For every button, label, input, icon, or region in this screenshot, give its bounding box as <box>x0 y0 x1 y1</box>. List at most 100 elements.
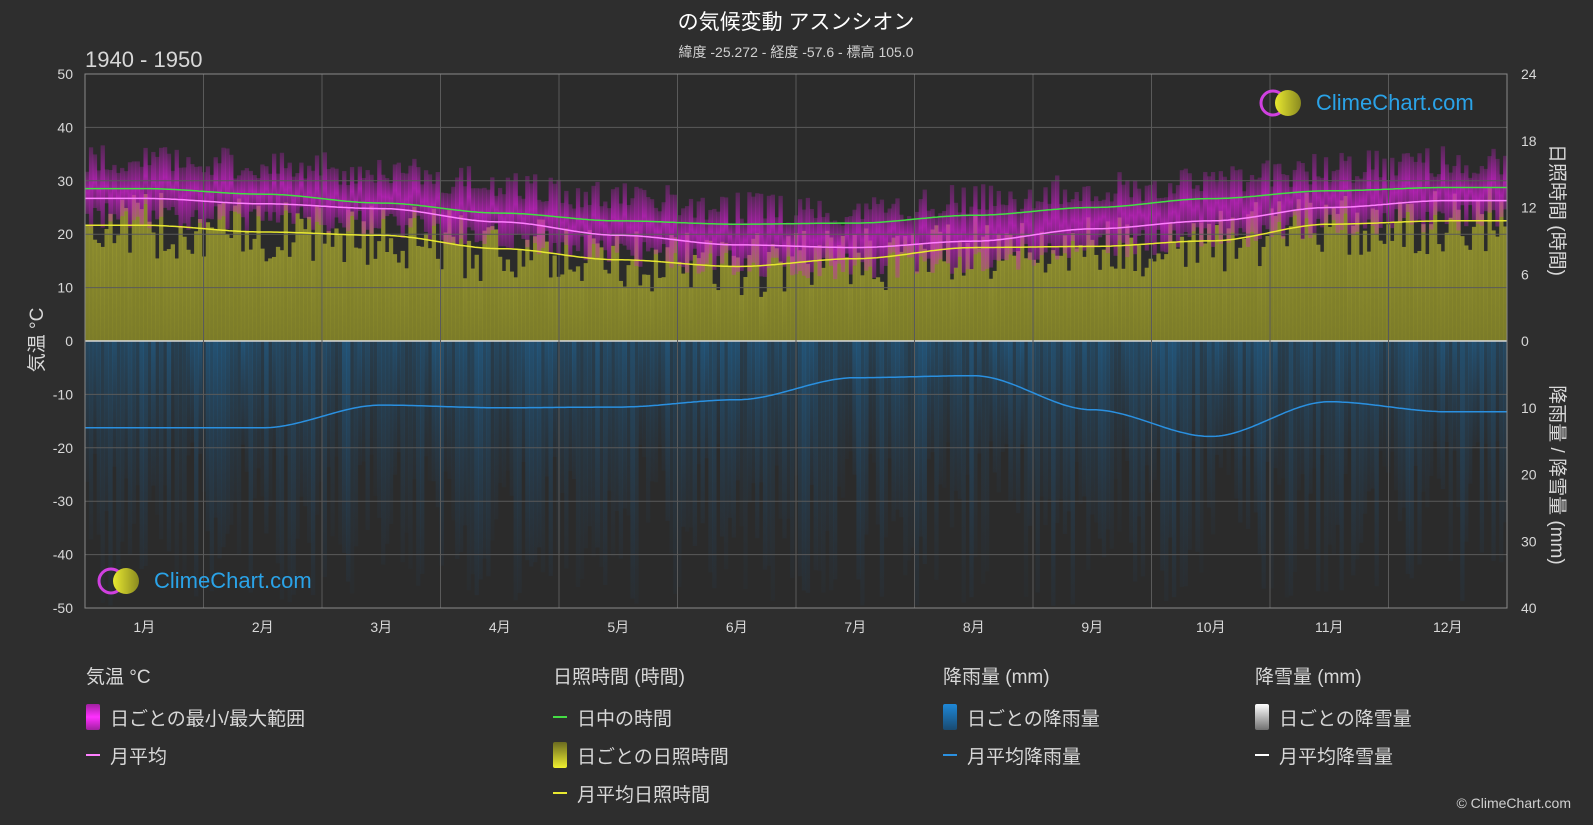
rain-day-bar <box>225 341 230 534</box>
sunshine-day-bar <box>1058 255 1064 341</box>
temp-day-bar <box>88 147 94 227</box>
temp-day-bar <box>1160 197 1165 252</box>
sunshine-day-bar <box>622 286 627 341</box>
temp-day-bar <box>260 164 265 221</box>
temp-day-bar <box>969 206 974 270</box>
temp-day-bar <box>731 223 737 275</box>
rain-day-bar <box>910 341 916 548</box>
sunshine-day-bar <box>1230 217 1235 341</box>
temp-day-bar <box>1444 164 1449 225</box>
sunshine-day-bar <box>1378 240 1383 341</box>
temp-day-bar <box>1097 200 1103 238</box>
sunshine-day-bar <box>879 281 885 341</box>
temp-day-bar <box>977 209 982 253</box>
rain-day-bar <box>494 341 499 520</box>
rain-day-bar <box>85 341 90 482</box>
sunshine-day-bar <box>1164 254 1169 341</box>
temp-day-bar <box>1296 161 1301 228</box>
rain-day-bar <box>1023 341 1029 597</box>
sunshine-day-bar <box>381 209 386 341</box>
temp-day-bar <box>470 188 475 231</box>
sunshine-day-bar <box>1199 222 1204 341</box>
sunshine-day-bar <box>1284 246 1290 341</box>
rain-day-bar <box>377 341 382 518</box>
sunshine-day-bar <box>914 271 920 341</box>
sunshine-day-bar <box>334 228 339 341</box>
sunshine-day-bar <box>384 252 390 341</box>
rain-day-bar <box>1487 341 1492 501</box>
rain-day-bar <box>848 341 853 452</box>
temp-day-bar <box>1495 158 1500 227</box>
temp-day-bar <box>521 198 526 239</box>
temp-day-bar <box>1195 185 1200 228</box>
rain-day-bar <box>735 341 740 481</box>
rain-day-bar <box>1304 341 1309 550</box>
temp-day-bar <box>166 153 172 211</box>
temp-day-bar <box>1327 181 1333 215</box>
rain-day-bar <box>194 341 199 597</box>
rain-day-bar <box>926 341 931 460</box>
temp-day-bar <box>1008 191 1013 255</box>
rain-day-bar <box>1319 341 1325 456</box>
temp-day-bar <box>1312 153 1317 234</box>
rain-day-bar <box>470 341 475 575</box>
rain-day-bar <box>1495 341 1500 442</box>
y-right-bottom-tick-label: 20 <box>1521 467 1537 483</box>
legend-item: 月平均日照時間 <box>553 774 729 812</box>
temp-day-bar <box>1440 146 1446 214</box>
rain-day-bar <box>1218 341 1223 468</box>
rain-day-bar <box>544 341 550 477</box>
sunshine-day-bar <box>560 274 565 341</box>
rain-day-bar <box>1362 341 1368 514</box>
rain-day-bar <box>1253 341 1259 513</box>
sunshine-day-bar <box>388 238 394 341</box>
sunshine-day-bar <box>466 240 472 341</box>
sunshine-day-bar <box>1226 228 1231 341</box>
rain-day-bar <box>349 341 355 594</box>
x-tick-label: 2月 <box>252 619 274 635</box>
sunshine-day-bar <box>708 240 713 341</box>
rain-day-bar <box>1421 341 1426 492</box>
sunshine-day-bar <box>716 290 721 341</box>
temp-day-bar <box>704 219 709 264</box>
temp-day-bar <box>805 197 811 279</box>
rain-day-bar <box>256 341 261 469</box>
temp-day-bar <box>100 145 105 228</box>
rain-day-bar <box>864 341 869 535</box>
rain-day-bar <box>1432 341 1438 442</box>
temp-day-bar <box>1051 181 1056 254</box>
legend-item: 日ごとの降雪量 <box>1255 698 1412 736</box>
temp-day-bar <box>1491 148 1496 211</box>
rain-day-bar <box>190 341 195 443</box>
temp-day-bar <box>201 172 207 229</box>
sunshine-day-bar <box>349 211 355 341</box>
temp-day-bar <box>186 157 191 230</box>
rain-day-bar <box>272 341 277 446</box>
temp-day-bar <box>1358 178 1364 224</box>
sunshine-day-bar <box>1339 200 1344 341</box>
rain-day-bar <box>244 341 250 472</box>
sunshine-day-bar <box>1094 254 1099 341</box>
sunshine-day-bar <box>361 221 366 341</box>
temp-day-bar <box>614 187 620 253</box>
rain-day-bar <box>813 341 818 571</box>
rain-day-bar <box>1058 341 1064 499</box>
rain-day-bar <box>521 341 526 462</box>
rain-day-bar <box>143 341 148 566</box>
rain-day-bar <box>159 341 164 540</box>
sunshine-day-bar <box>1374 209 1379 341</box>
temp-day-bar <box>252 175 257 210</box>
rain-day-bar <box>217 341 222 559</box>
rain-day-bar <box>1366 341 1372 492</box>
rain-day-bar <box>801 341 807 591</box>
sunshine-day-bar <box>844 257 849 341</box>
temp-day-bar <box>883 212 888 266</box>
sunshine-day-bar <box>1316 244 1321 341</box>
rain-day-bar <box>1234 341 1239 499</box>
rain-day-bar <box>1300 341 1305 475</box>
temp-day-bar <box>1425 148 1430 212</box>
sunshine-day-bar <box>782 291 787 341</box>
rain-day-bar <box>1199 341 1204 573</box>
sunshine-day-bar <box>1390 240 1395 341</box>
sunshine-day-bar <box>653 249 659 341</box>
